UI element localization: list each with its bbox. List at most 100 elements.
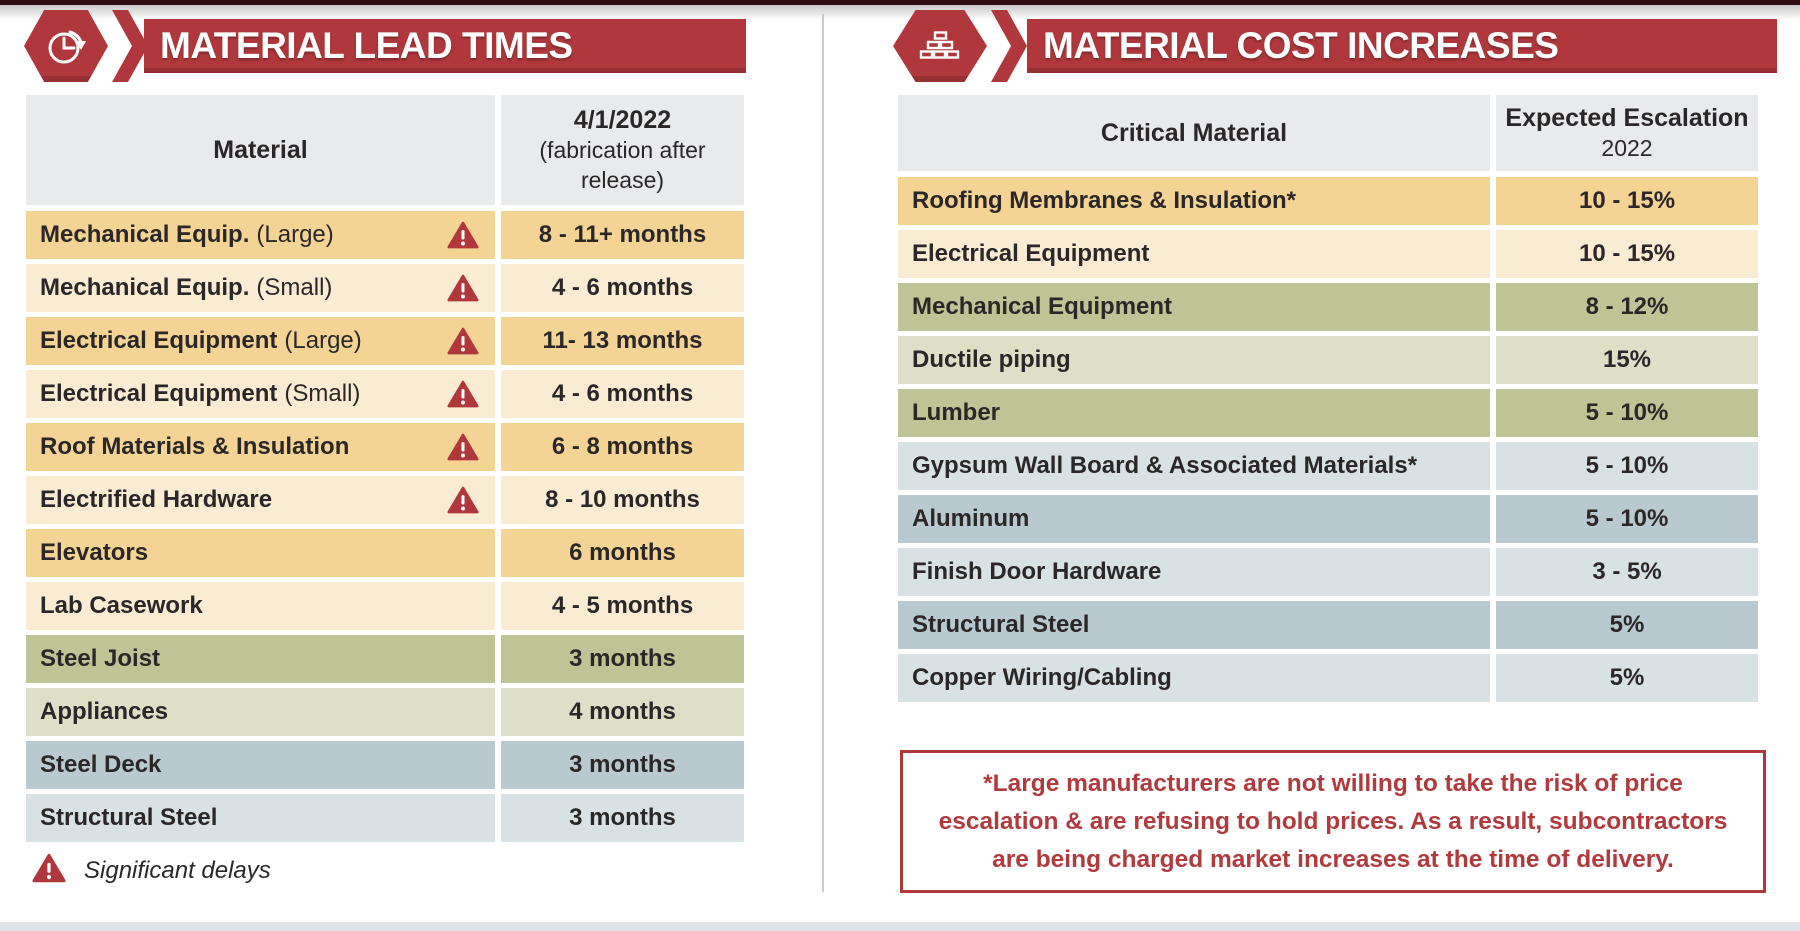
table-row: Steel Joist 3 months bbox=[26, 635, 744, 683]
material-name: Finish Door Hardware bbox=[912, 558, 1162, 585]
table-row: Electrical Equipment (Large) 11- 13 months bbox=[26, 317, 744, 365]
table-row: Structural Steel 3 months bbox=[26, 794, 744, 842]
table-row: Finish Door Hardware 3 - 5% bbox=[898, 548, 1758, 596]
material-name: Structural Steel bbox=[912, 611, 1090, 638]
material-name: Aluminum bbox=[912, 505, 1030, 532]
cost-increases-table: Critical Material Expected Escalation 20… bbox=[898, 95, 1758, 707]
table-row: Roof Materials & Insulation 6 - 8 months bbox=[26, 423, 744, 471]
value-cell: 11- 13 months bbox=[501, 317, 744, 365]
material-name: Mechanical Equipment bbox=[912, 293, 1173, 320]
bottom-gray-bar bbox=[0, 922, 1800, 931]
value-cell: 6 - 8 months bbox=[501, 423, 744, 471]
value-cell: 3 - 5% bbox=[1496, 548, 1758, 596]
material-cell: Mechanical Equip. (Small) bbox=[26, 264, 495, 312]
table-row: Ductile piping 15% bbox=[898, 336, 1758, 384]
table-row: Roofing Membranes & Insulation* 10 - 15% bbox=[898, 177, 1758, 225]
date-header-cell: 4/1/2022 (fabrication after release) bbox=[501, 95, 744, 205]
warning-icon bbox=[32, 853, 66, 889]
material-name: Steel Joist bbox=[40, 645, 161, 672]
material-cell: Electrical Equipment (Small) bbox=[26, 370, 495, 418]
value-cell: 8 - 10 months bbox=[501, 476, 744, 524]
warning-icon bbox=[447, 221, 479, 250]
lead-times-table: Material 4/1/2022 (fabrication after rel… bbox=[26, 95, 744, 847]
warning-icon bbox=[447, 380, 479, 409]
material-cell: Electrical Equipment (Large) bbox=[26, 317, 495, 365]
material-cell: Appliances bbox=[26, 688, 495, 736]
page-title: MATERIAL LEAD TIMES bbox=[160, 25, 573, 66]
table-row: Elevators 6 months bbox=[26, 529, 744, 577]
table-row: Electrical Equipment (Small) 4 - 6 months bbox=[26, 370, 744, 418]
material-cell: Mechanical Equip. (Large) bbox=[26, 211, 495, 259]
material-cell: Finish Door Hardware bbox=[898, 548, 1490, 596]
value-cell: 8 - 12% bbox=[1496, 283, 1758, 331]
material-name: Roof Materials & Insulation bbox=[40, 433, 350, 460]
warning-icon bbox=[447, 274, 479, 303]
table-header-row: Critical Material Expected Escalation 20… bbox=[898, 95, 1758, 171]
material-name: Electrical Equipment (Small) bbox=[40, 380, 361, 407]
material-name: Electrical Equipment bbox=[912, 240, 1150, 267]
value-cell: 10 - 15% bbox=[1496, 230, 1758, 278]
material-name: Ductile piping bbox=[912, 346, 1071, 373]
material-name: Elevators bbox=[40, 539, 149, 566]
material-cell: Copper Wiring/Cabling bbox=[898, 654, 1490, 702]
material-cell: Steel Joist bbox=[26, 635, 495, 683]
value-cell: 5% bbox=[1496, 654, 1758, 702]
material-cell: Mechanical Equipment bbox=[898, 283, 1490, 331]
value-cell: 4 - 5 months bbox=[501, 582, 744, 630]
table-row: Mechanical Equip. (Small) 4 - 6 months bbox=[26, 264, 744, 312]
warning-icon bbox=[447, 327, 479, 356]
material-name: Mechanical Equip. (Small) bbox=[40, 274, 333, 301]
material-cell: Steel Deck bbox=[26, 741, 495, 789]
escalation-header-cell: Expected Escalation 2022 bbox=[1496, 95, 1758, 171]
value-cell: 8 - 11+ months bbox=[501, 211, 744, 259]
chevron-icon bbox=[991, 10, 1027, 82]
value-cell: 5 - 10% bbox=[1496, 495, 1758, 543]
table-row: Lumber 5 - 10% bbox=[898, 389, 1758, 437]
material-name: Appliances bbox=[40, 698, 169, 725]
material-name: Lumber bbox=[912, 399, 1001, 426]
page-title: MATERIAL COST INCREASES bbox=[1043, 25, 1559, 66]
chevron-icon bbox=[112, 10, 148, 82]
critical-material-header-cell: Critical Material bbox=[898, 95, 1490, 171]
value-cell: 15% bbox=[1496, 336, 1758, 384]
warning-icon bbox=[447, 433, 479, 462]
material-cell: Electrified Hardware bbox=[26, 476, 495, 524]
banner-bar: MATERIAL COST INCREASES bbox=[1027, 19, 1777, 73]
material-cell: Structural Steel bbox=[898, 601, 1490, 649]
material-name: Structural Steel bbox=[40, 804, 218, 831]
top-dark-strip bbox=[0, 0, 1800, 5]
escalation-note-box: *Large manufacturers are not willing to … bbox=[900, 750, 1766, 893]
table-row: Steel Deck 3 months bbox=[26, 741, 744, 789]
value-cell: 5 - 10% bbox=[1496, 389, 1758, 437]
material-name: Gypsum Wall Board & Associated Materials… bbox=[912, 452, 1418, 479]
value-cell: 3 months bbox=[501, 635, 744, 683]
table-row: Electrified Hardware 8 - 10 months bbox=[26, 476, 744, 524]
material-name: Electrical Equipment (Large) bbox=[40, 327, 362, 354]
material-cell: Lumber bbox=[898, 389, 1490, 437]
value-cell: 3 months bbox=[501, 794, 744, 842]
material-name: Electrified Hardware bbox=[40, 486, 273, 513]
material-header-cell: Material bbox=[26, 95, 495, 205]
table-row: Copper Wiring/Cabling 5% bbox=[898, 654, 1758, 702]
material-cell: Elevators bbox=[26, 529, 495, 577]
material-cell: Aluminum bbox=[898, 495, 1490, 543]
material-cell: Electrical Equipment bbox=[898, 230, 1490, 278]
value-cell: 4 - 6 months bbox=[501, 264, 744, 312]
legend-label: Significant delays bbox=[84, 857, 271, 884]
material-cell: Lab Casework bbox=[26, 582, 495, 630]
value-cell: 10 - 15% bbox=[1496, 177, 1758, 225]
value-cell: 4 - 6 months bbox=[501, 370, 744, 418]
center-divider bbox=[822, 14, 824, 892]
table-row: Gypsum Wall Board & Associated Materials… bbox=[898, 442, 1758, 490]
material-cell: Ductile piping bbox=[898, 336, 1490, 384]
material-cell: Roofing Membranes & Insulation* bbox=[898, 177, 1490, 225]
clock-history-icon bbox=[24, 10, 108, 82]
table-row: Mechanical Equipment 8 - 12% bbox=[898, 283, 1758, 331]
escalation-note-text: *Large manufacturers are not willing to … bbox=[938, 769, 1728, 873]
value-cell: 5 - 10% bbox=[1496, 442, 1758, 490]
significant-delays-legend: Significant delays bbox=[32, 853, 271, 889]
material-cell: Gypsum Wall Board & Associated Materials… bbox=[898, 442, 1490, 490]
top-gradient bbox=[0, 5, 1800, 20]
material-cell: Structural Steel bbox=[26, 794, 495, 842]
table-row: Structural Steel 5% bbox=[898, 601, 1758, 649]
